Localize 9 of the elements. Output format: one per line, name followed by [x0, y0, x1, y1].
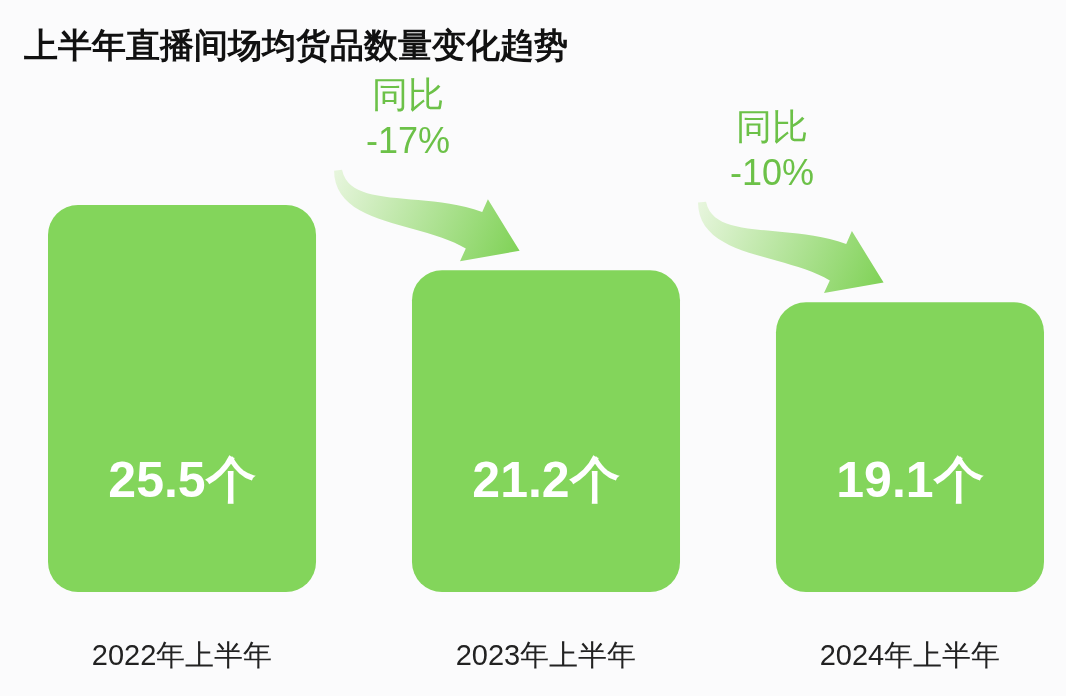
data-label: 25.5个	[108, 452, 256, 508]
chart-title: 上半年直播间场均货品数量变化趋势	[23, 26, 568, 64]
data-label: 19.1个	[836, 452, 984, 508]
text: 同比 -10%	[729, 105, 815, 193]
x-tick-label: 2024年上半年	[819, 639, 1001, 671]
data-label: 21.2个	[472, 452, 620, 508]
text: 同比 -17%	[366, 73, 451, 161]
x-tick-label: 2023年上半年	[455, 639, 637, 671]
x-tick-label: 2022年上半年	[91, 639, 273, 671]
